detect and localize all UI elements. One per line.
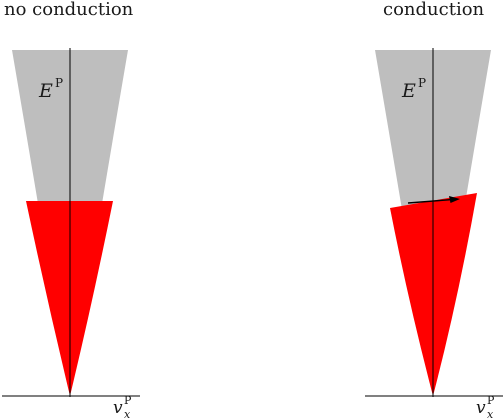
drift-arrow	[407, 198, 453, 204]
left-axis-subscript: x	[124, 408, 131, 418]
right-axis-label: v	[476, 398, 486, 418]
right-panel: E P v P x	[365, 48, 503, 418]
right-axis-superscript: P	[487, 394, 495, 407]
left-axis-superscript: P	[124, 394, 132, 407]
left-panel: E P v P x	[2, 48, 140, 418]
left-energy-label: E	[38, 80, 53, 102]
right-energy-superscript: P	[418, 76, 426, 90]
left-energy-superscript: P	[55, 76, 63, 90]
left-panel-title: no conduction	[4, 0, 134, 20]
left-axis-label: v	[113, 398, 123, 418]
drift-arrow-head	[449, 196, 460, 203]
right-energy-label: E	[401, 80, 416, 102]
right-panel-title: conduction	[383, 0, 485, 20]
right-axis-subscript: x	[487, 408, 494, 418]
